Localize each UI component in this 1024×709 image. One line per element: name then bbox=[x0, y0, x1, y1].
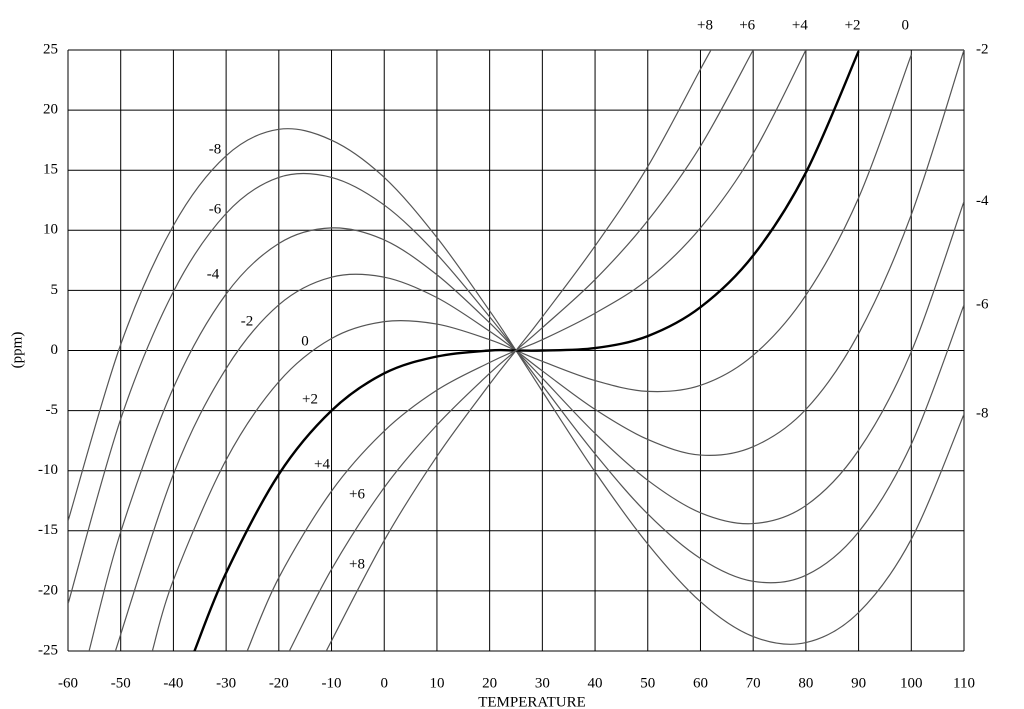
x-tick-label: -10 bbox=[322, 675, 342, 691]
curve-end-label: 0 bbox=[902, 17, 910, 33]
x-tick-label: 20 bbox=[482, 675, 497, 691]
curve-end-label: +2 bbox=[845, 17, 861, 33]
x-tick-label: -40 bbox=[163, 675, 183, 691]
y-tick-label: 0 bbox=[51, 342, 59, 358]
curve-label: -8 bbox=[209, 141, 222, 157]
x-tick-label: 50 bbox=[640, 675, 655, 691]
curve-end-label: -2 bbox=[976, 41, 989, 57]
y-tick-label: 25 bbox=[43, 41, 58, 57]
curve-label: +6 bbox=[349, 486, 365, 502]
curve-label: -4 bbox=[207, 266, 220, 282]
curve-label: 0 bbox=[301, 333, 309, 349]
curve bbox=[193, 50, 860, 651]
y-tick-label: -20 bbox=[38, 582, 58, 598]
y-tick-label: -10 bbox=[38, 462, 58, 478]
curve-label: +4 bbox=[314, 456, 330, 472]
curve-end-label: -6 bbox=[976, 296, 989, 312]
x-tick-label: 30 bbox=[535, 675, 550, 691]
x-tick-label: -60 bbox=[58, 675, 78, 691]
x-tick-label: 60 bbox=[693, 675, 708, 691]
curve-label: -2 bbox=[241, 313, 254, 329]
x-tick-label: 40 bbox=[588, 675, 603, 691]
curve bbox=[68, 172, 964, 605]
x-tick-label: 110 bbox=[953, 675, 975, 691]
y-tick-label: -25 bbox=[38, 642, 58, 658]
curve-end-label: +4 bbox=[792, 17, 808, 33]
x-axis-label: TEMPERATURE bbox=[478, 694, 586, 709]
x-tick-label: 70 bbox=[746, 675, 761, 691]
plot-area bbox=[68, 50, 964, 651]
x-tick-label: 100 bbox=[900, 675, 923, 691]
y-tick-label: -5 bbox=[46, 402, 59, 418]
curve-end-label: +6 bbox=[739, 17, 755, 33]
x-tick-label: -30 bbox=[216, 675, 236, 691]
curve bbox=[325, 50, 712, 651]
curve-label: +2 bbox=[302, 391, 318, 407]
y-tick-label: 10 bbox=[43, 222, 58, 238]
curve bbox=[151, 54, 912, 651]
curve-end-label: +8 bbox=[697, 17, 713, 33]
curve-end-label: -8 bbox=[976, 406, 989, 422]
y-tick-label: 5 bbox=[51, 282, 59, 298]
curve bbox=[68, 128, 964, 645]
y-tick-label: 20 bbox=[43, 102, 58, 118]
x-tick-label: -20 bbox=[269, 675, 289, 691]
x-tick-label: 0 bbox=[380, 675, 388, 691]
x-tick-label: 10 bbox=[429, 675, 444, 691]
y-axis-label: (ppm) bbox=[9, 332, 25, 369]
x-tick-label: 90 bbox=[851, 675, 866, 691]
x-tick-label: -50 bbox=[111, 675, 131, 691]
y-tick-label: 15 bbox=[43, 162, 58, 178]
curve-label: +8 bbox=[349, 556, 365, 572]
curve-label: -6 bbox=[209, 201, 222, 217]
curve bbox=[114, 50, 964, 651]
y-tick-label: -15 bbox=[38, 522, 58, 538]
curve-end-label: -4 bbox=[976, 193, 989, 209]
x-tick-label: 80 bbox=[798, 675, 813, 691]
